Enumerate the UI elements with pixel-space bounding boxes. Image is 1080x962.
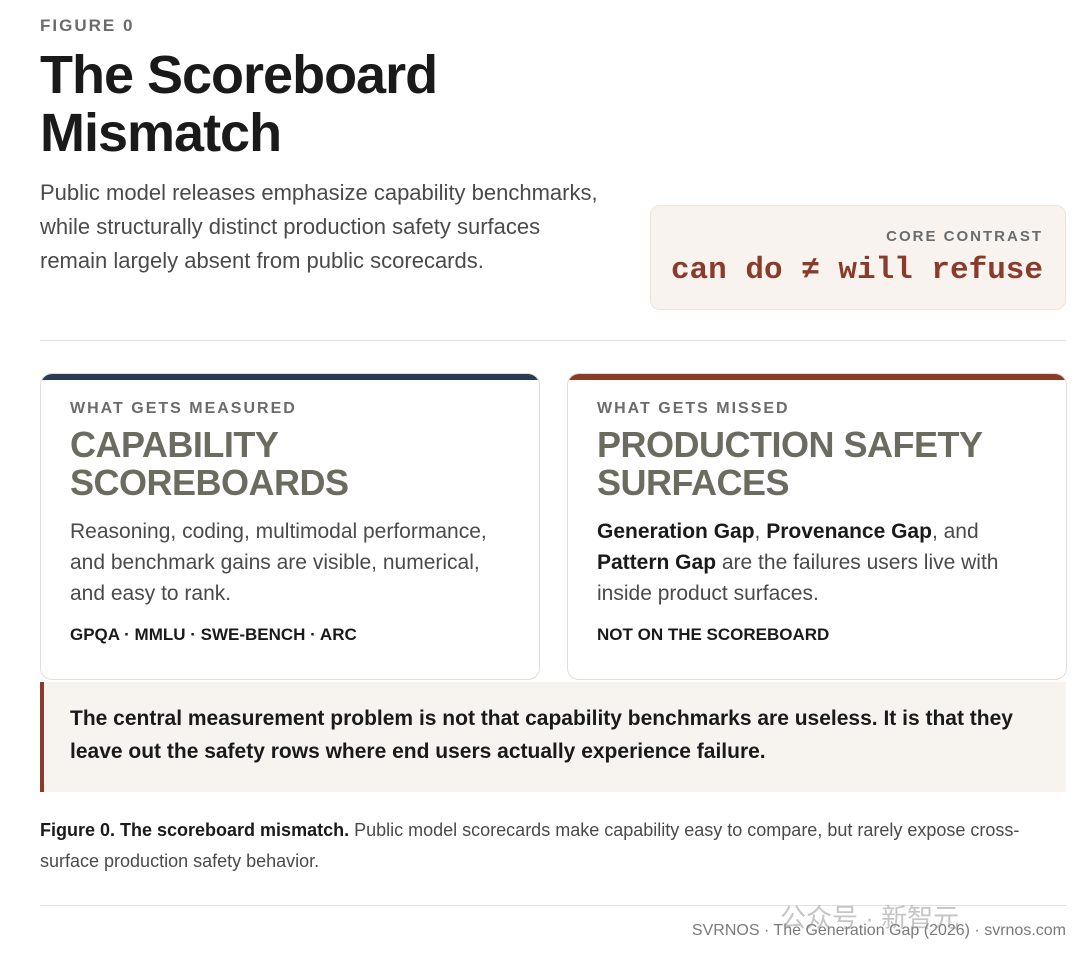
caption: Figure 0. The scoreboard mismatch. Publi… xyxy=(40,815,1070,877)
card-body: Generation Gap, Provenance Gap, and Patt… xyxy=(597,516,1038,609)
emphasis: Pattern Gap xyxy=(597,551,717,574)
core-contrast: CORE CONTRAST can do ≠ will refuse xyxy=(650,205,1066,310)
card-kicker: WHAT GETS MISSED xyxy=(597,400,790,417)
card: WHAT GETS MEASURED CAPABILITY SCOREBOARD… xyxy=(40,373,540,680)
text: , and xyxy=(931,520,979,543)
contrast-label: CORE CONTRAST xyxy=(886,228,1043,245)
credit: SVRNOS · The Generation Gap (2026) · svr… xyxy=(691,922,1066,939)
card-body: Reasoning, coding, multimodal performanc… xyxy=(70,520,487,605)
title: The Scoreboard Mismatch xyxy=(40,45,438,163)
text: , xyxy=(754,520,767,543)
watermark: 公众号 · 新智元 xyxy=(780,903,960,933)
card-footer: GPQA · MMLU · SWE-BENCH · ARC xyxy=(70,625,357,644)
eyebrow: FIGURE 0 xyxy=(40,16,135,35)
callout: The central measurement problem is not t… xyxy=(40,682,1066,792)
card-heading: CAPABILITY SCOREBOARDS xyxy=(70,424,349,503)
contrast-formula: can do ≠ will refuse xyxy=(670,253,1043,288)
divider xyxy=(40,340,1066,341)
card: WHAT GETS MISSED PRODUCTION SAFETY SURFA… xyxy=(567,373,1067,680)
emphasis: Generation Gap xyxy=(597,520,755,543)
emphasis: Provenance Gap xyxy=(766,520,932,543)
divider xyxy=(40,905,1066,906)
card-footer: NOT ON THE SCOREBOARD xyxy=(597,625,830,644)
caption-lead: Figure 0. The scoreboard mismatch. xyxy=(40,820,350,840)
lede: Public model releases emphasize capabili… xyxy=(40,180,598,273)
card-heading: PRODUCTION SAFETY SURFACES xyxy=(597,424,982,503)
text: are the failures users live with inside … xyxy=(597,551,999,605)
card-kicker: WHAT GETS MEASURED xyxy=(70,400,297,417)
caption-text: Public model scorecards make capability … xyxy=(40,820,1020,871)
